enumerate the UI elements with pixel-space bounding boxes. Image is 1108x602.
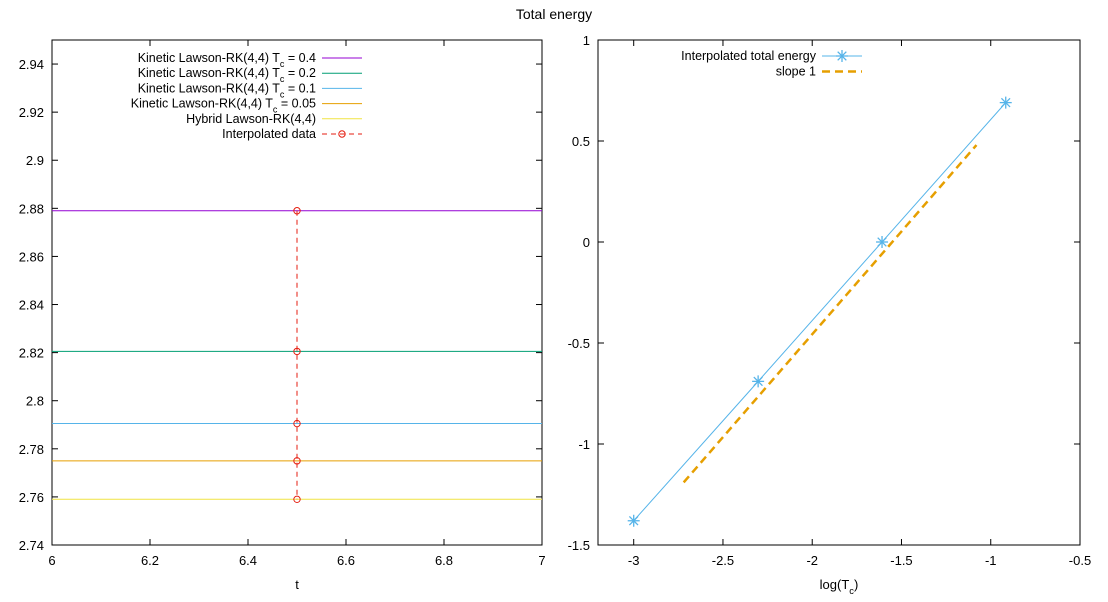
data-point [293, 347, 301, 356]
y-tick-label: 2.76 [19, 490, 44, 505]
y-tick-label: 2.9 [26, 153, 44, 168]
legend-label: slope 1 [776, 65, 816, 79]
data-point [999, 96, 1012, 109]
x-axis-label: t [295, 577, 299, 592]
plot-frame [597, 39, 1081, 546]
x-tick-label: 6.8 [435, 553, 453, 568]
data-point [627, 514, 640, 527]
y-tick-label: 2.74 [19, 538, 44, 553]
data-point [293, 207, 301, 215]
x-tick-label: 6.6 [337, 553, 355, 568]
x-tick-label: -1.5 [890, 553, 912, 568]
series-line-0 [633, 102, 1007, 522]
y-tick-label: 2.8 [26, 394, 44, 409]
x-tick-label: 7 [538, 553, 545, 568]
data-point [293, 495, 301, 504]
y-tick-label: -1 [578, 437, 590, 452]
legend-marker [338, 130, 346, 138]
x-tick-label: 6.4 [239, 553, 257, 568]
y-tick-label: 2.78 [19, 442, 44, 457]
x-tick-label: -2 [806, 553, 818, 568]
plot-panel-0: 6 6.2 6.4 6.6 6.8 7 2.74 2.76 2.78 2.8 2.82 2.84 2.8… [19, 39, 546, 592]
y-tick-label: 2.94 [19, 57, 44, 72]
x-tick-label: -2.5 [712, 553, 734, 568]
x-tick-label: -1 [985, 553, 997, 568]
y-tick-label: 2.92 [19, 105, 44, 120]
plot-panel-1: -3 -2.5 -2 -1.5 -1 -0.5 -1.5 -1 -0.5 0 0.5 1 [568, 33, 1092, 568]
data-point [293, 419, 301, 428]
plot-frame [51, 39, 543, 546]
y-tick-label: -1.5 [568, 538, 590, 553]
data-point [293, 457, 301, 465]
y-tick-label: 2.86 [19, 249, 44, 264]
legend-label: Kinetic Lawson-RK(4,4) Tc = 0.1 [138, 81, 316, 99]
figure-title: Total energy [515, 6, 593, 22]
legend-label: Interpolated data [222, 127, 316, 141]
y-tick-label: 2.84 [19, 298, 44, 313]
y-tick-label: 2.82 [19, 346, 44, 361]
data-point [752, 375, 765, 388]
legend-label: Kinetic Lawson-RK(4,4) Tc = 0.4 [138, 51, 316, 69]
y-tick-label: 2.88 [19, 201, 44, 216]
legend-label: Kinetic Lawson-RK(4,4) Tc = 0.2 [138, 66, 316, 84]
y-tick-label: -0.5 [568, 336, 590, 351]
data-point [876, 236, 889, 248]
x-axis-label: log(Tc) [820, 577, 859, 596]
legend-label: Interpolated total energy [681, 49, 817, 63]
x-tick-label: -0.5 [1069, 553, 1091, 568]
x-tick-label: 6.2 [141, 553, 159, 568]
series-line-1 [682, 144, 978, 484]
legend-label: Hybrid Lawson-RK(4,4) [186, 112, 316, 126]
y-tick-label: 1 [583, 33, 590, 48]
y-tick-label: 0 [583, 235, 590, 250]
y-tick-label: 0.5 [572, 134, 590, 149]
legend-label: Kinetic Lawson-RK(4,4) Tc = 0.05 [131, 97, 316, 115]
legend-marker [836, 50, 848, 62]
x-tick-label: -3 [628, 553, 640, 568]
x-tick-label: 6 [48, 553, 55, 568]
